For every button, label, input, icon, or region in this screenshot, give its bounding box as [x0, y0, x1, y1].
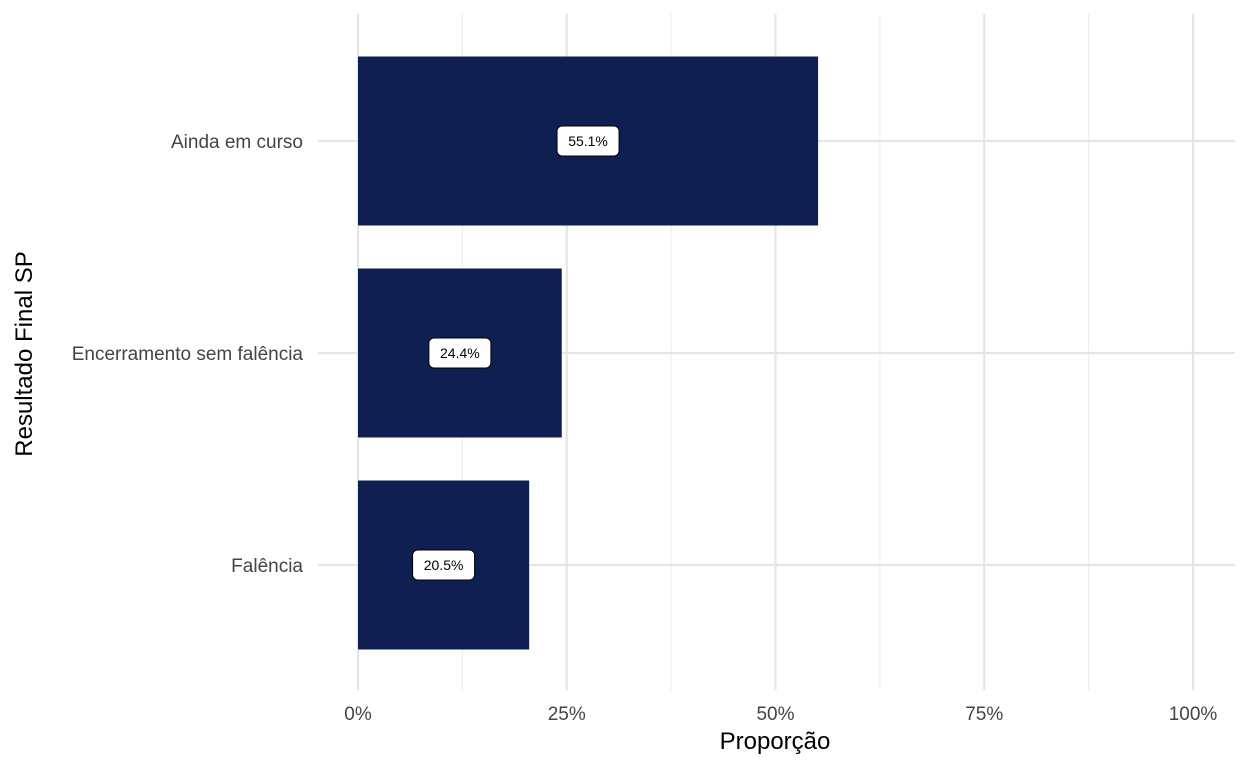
- data-label-text: 55.1%: [568, 133, 608, 149]
- data-label-layer: 55.1% 24.4% 20.5%: [412, 125, 620, 581]
- x-tick-label: 50%: [756, 704, 794, 725]
- data-label-text: 20.5%: [424, 557, 464, 573]
- data-label: 20.5%: [412, 549, 476, 581]
- data-label-text: 24.4%: [440, 345, 480, 361]
- x-tick-label: 25%: [548, 704, 586, 725]
- x-tick-label: 75%: [965, 704, 1003, 725]
- x-axis-title: Proporção: [720, 728, 831, 755]
- y-tick-label: Encerramento sem falência: [72, 344, 304, 365]
- data-label-box: [428, 337, 492, 369]
- x-tick-label: 0%: [344, 704, 372, 725]
- y-tick-label: Ainda em curso: [171, 132, 303, 153]
- y-tick-label: Falência: [231, 556, 303, 577]
- x-tick-label: 100%: [1169, 704, 1218, 725]
- data-label: 24.4%: [428, 337, 492, 369]
- data-label-box: [412, 549, 476, 581]
- y-axis-title: Resultado Final SP: [11, 251, 38, 456]
- data-label-box: [556, 125, 620, 157]
- axis-layer: 0% 25% 50% 75% 100% Ainda em curso Encerrament…: [72, 132, 1218, 725]
- data-label: 55.1%: [556, 125, 620, 157]
